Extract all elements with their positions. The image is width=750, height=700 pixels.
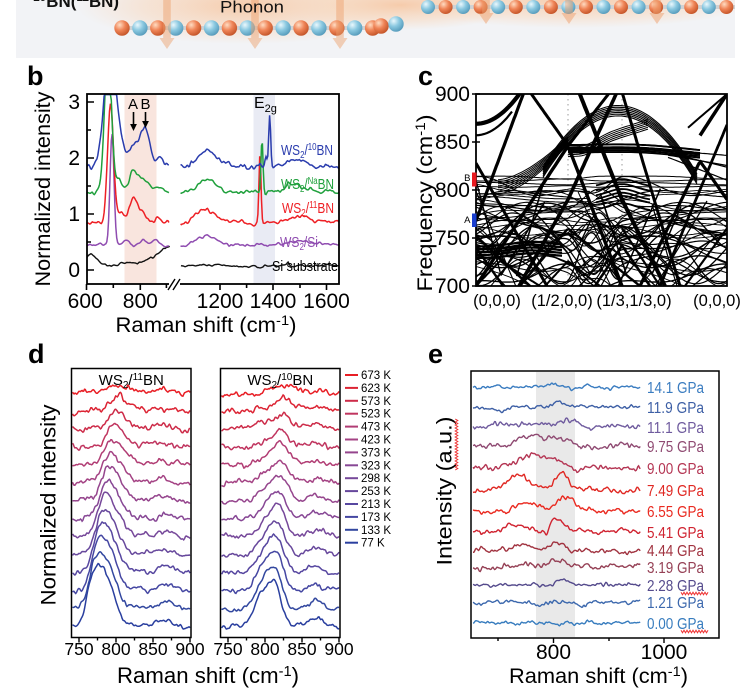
svg-text:850: 850 (287, 639, 316, 659)
svg-text:WS2/NaBN: WS2/NaBN (281, 176, 334, 195)
svg-text:(0,0,0): (0,0,0) (693, 292, 741, 310)
svg-text:Normalized intensity: Normalized intensity (37, 404, 61, 605)
svg-text:0: 0 (68, 259, 80, 282)
svg-text:B: B (464, 173, 470, 184)
svg-text:900: 900 (435, 83, 470, 106)
svg-text:800: 800 (123, 290, 158, 313)
svg-text:2.28 GPa: 2.28 GPa (647, 578, 704, 595)
svg-text:4.44 GPa: 4.44 GPa (647, 543, 704, 560)
svg-text:2: 2 (68, 147, 80, 170)
svg-text:e: e (428, 339, 443, 369)
svg-text:323 K: 323 K (361, 460, 391, 472)
svg-text:213 K: 213 K (361, 499, 391, 511)
svg-text:900: 900 (175, 639, 204, 659)
svg-text:800: 800 (536, 641, 571, 664)
svg-text:(0,0,0): (0,0,0) (473, 292, 521, 310)
svg-text:Intensity (a.u.): Intensity (a.u.) (434, 417, 457, 566)
svg-text:473 K: 473 K (361, 422, 391, 434)
svg-text:Si substrate: Si substrate (272, 259, 338, 275)
svg-text:Frequency (cm-1): Frequency (cm-1) (412, 115, 437, 292)
svg-text:5.41 GPa: 5.41 GPa (647, 525, 704, 542)
svg-text:298 K: 298 K (361, 473, 391, 485)
svg-text:6.55 GPa: 6.55 GPa (647, 504, 704, 521)
svg-text:Phonon: Phonon (220, 0, 284, 17)
svg-text:1.21 GPa: 1.21 GPa (647, 595, 704, 612)
svg-text:WS2/11BN: WS2/11BN (282, 200, 334, 219)
svg-text:900: 900 (324, 639, 353, 659)
svg-text:11.9 GPa: 11.9 GPa (647, 400, 704, 417)
svg-text:1600: 1600 (303, 290, 350, 313)
svg-text:1000: 1000 (641, 641, 688, 664)
svg-text:WS2/10BN: WS2/10BN (281, 142, 333, 161)
svg-text:c: c (418, 61, 433, 91)
svg-text:1200: 1200 (197, 290, 244, 313)
svg-text:11.1 GPa: 11.1 GPa (647, 420, 704, 437)
svg-text:423 K: 423 K (361, 435, 391, 447)
svg-text:77 K: 77 K (361, 538, 385, 550)
svg-text:173 K: 173 K (361, 512, 391, 524)
svg-text:573 K: 573 K (361, 396, 391, 408)
svg-text:673 K: 673 K (361, 370, 391, 382)
svg-text:133 K: 133 K (361, 525, 391, 537)
svg-text:850: 850 (435, 131, 470, 154)
svg-text:800: 800 (435, 179, 470, 202)
svg-text:WS2/11BN: WS2/11BN (99, 372, 164, 391)
svg-text:800: 800 (101, 639, 130, 659)
svg-text:(1/3,1/3,0): (1/3,1/3,0) (596, 292, 671, 310)
svg-text:373 K: 373 K (361, 447, 391, 459)
svg-text:B: B (140, 96, 150, 113)
svg-text:700: 700 (435, 275, 470, 298)
svg-text:Raman shift (cm-1): Raman shift (cm-1) (116, 312, 297, 337)
svg-text:d: d (28, 339, 45, 369)
svg-text:A: A (128, 96, 138, 113)
svg-text:b: b (27, 61, 44, 91)
svg-text:A: A (464, 215, 471, 226)
svg-text:(1/2,0,0): (1/2,0,0) (531, 292, 592, 310)
svg-text:Raman shift (cm-1): Raman shift (cm-1) (117, 663, 299, 688)
svg-text:3.19 GPa: 3.19 GPa (647, 560, 704, 577)
svg-text:750: 750 (64, 639, 93, 659)
svg-text:WS2/10BN: WS2/10BN (247, 372, 313, 391)
svg-text:WS2/Si: WS2/Si (280, 234, 318, 253)
svg-text:253 K: 253 K (361, 486, 391, 498)
svg-text:10BN(11BN): 10BN(11BN) (33, 0, 119, 11)
svg-text:850: 850 (138, 639, 167, 659)
svg-text:3: 3 (68, 91, 80, 114)
svg-text:7.49 GPa: 7.49 GPa (647, 483, 704, 500)
svg-text:1: 1 (68, 203, 80, 226)
svg-text:1400: 1400 (250, 290, 297, 313)
svg-text:523 K: 523 K (361, 409, 391, 421)
svg-text:623 K: 623 K (361, 383, 391, 395)
svg-text:0.00 GPa: 0.00 GPa (647, 616, 704, 633)
svg-text:750: 750 (213, 639, 242, 659)
svg-text:Raman shift (cm-1): Raman shift (cm-1) (509, 663, 688, 688)
svg-text:800: 800 (250, 639, 279, 659)
svg-text:14.1 GPa: 14.1 GPa (647, 380, 704, 397)
svg-text:750: 750 (435, 227, 470, 250)
svg-text:600: 600 (68, 290, 103, 313)
svg-text:9.00 GPa: 9.00 GPa (647, 461, 704, 478)
svg-text:Normalized intensity: Normalized intensity (32, 91, 55, 287)
svg-text:9.75 GPa: 9.75 GPa (647, 439, 704, 456)
